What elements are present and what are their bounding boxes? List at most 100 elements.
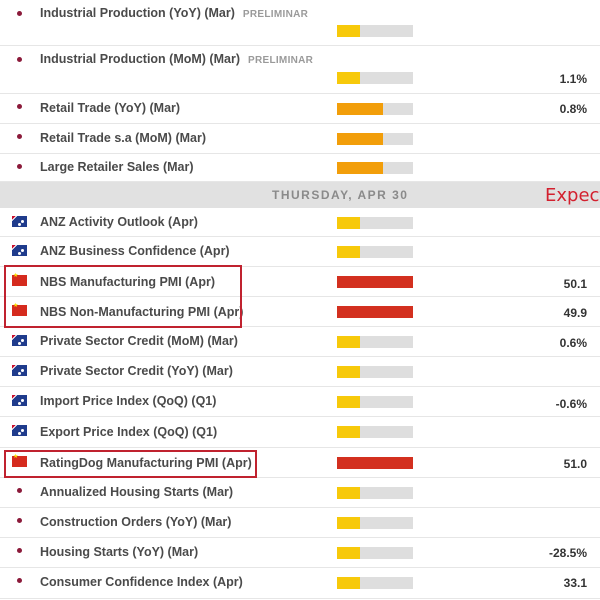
event-row[interactable]: Import Price Index (QoQ) (Q1) -0.6% [0, 387, 600, 417]
event-title: NBS Non-Manufacturing PMI (Apr) [40, 305, 244, 319]
expect-annotation: Expect [545, 185, 600, 206]
impact-bar [337, 276, 413, 288]
event-title: Retail Trade (YoY) (Mar) [40, 101, 181, 115]
event-row[interactable]: Large Retailer Sales (Mar) [0, 154, 600, 182]
event-row[interactable]: Export Price Index (QoQ) (Q1) [0, 417, 600, 448]
impact-fill-low [337, 517, 360, 529]
impact-fill-medium [337, 103, 383, 115]
event-row[interactable]: ANZ Activity Outlook (Apr) [0, 208, 600, 237]
impact-fill-high [337, 306, 413, 318]
impact-fill-low [337, 25, 360, 37]
impact-fill-high [337, 276, 413, 288]
event-title: Industrial Production (YoY) (Mar) PRELIMI… [40, 6, 308, 20]
au-flag-icon [12, 216, 27, 227]
impact-fill-low [337, 72, 360, 84]
event-title: Export Price Index (QoQ) (Q1) [40, 425, 218, 439]
impact-bar [337, 577, 413, 589]
preliminary-tag: PRELIMINAR [242, 9, 309, 20]
event-row[interactable]: ANZ Business Confidence (Apr) [0, 237, 600, 267]
event-row[interactable]: Retail Trade (YoY) (Mar) 0.8% [0, 94, 600, 124]
jp-flag-icon [12, 515, 27, 526]
highlight-box-ratingdog-pmi [4, 450, 257, 478]
impact-fill-low [337, 396, 360, 408]
impact-fill-low [337, 547, 360, 559]
au-flag-icon [12, 245, 27, 256]
jp-flag-icon [12, 575, 27, 586]
event-row[interactable]: Private Sector Credit (MoM) (Mar) 0.6% [0, 327, 600, 357]
impact-bar [337, 72, 413, 84]
event-row[interactable]: Industrial Production (YoY) (Mar) PRELIMI… [0, 0, 600, 46]
impact-bar [337, 517, 413, 529]
impact-bar [337, 547, 413, 559]
event-title: Large Retailer Sales (Mar) [40, 160, 194, 174]
event-row[interactable]: Annualized Housing Starts (Mar) [0, 478, 600, 508]
event-title: ANZ Business Confidence (Apr) [40, 244, 230, 258]
cn-flag-icon [12, 453, 27, 467]
jp-flag-icon [12, 131, 27, 142]
impact-fill-low [337, 366, 360, 378]
event-title: Retail Trade s.a (MoM) (Mar) [40, 131, 206, 145]
impact-fill-low [337, 487, 360, 499]
event-title: Construction Orders (YoY) (Mar) [40, 515, 232, 529]
impact-bar [337, 103, 413, 115]
impact-bar [337, 457, 413, 469]
impact-bar [337, 396, 413, 408]
event-title: Consumer Confidence Index (Apr) [40, 575, 243, 589]
impact-fill-low [337, 577, 360, 589]
impact-bar [337, 366, 413, 378]
event-row[interactable]: Private Sector Credit (YoY) (Mar) [0, 357, 600, 387]
cn-flag-icon [12, 272, 27, 286]
impact-fill-low [337, 246, 360, 258]
highlight-box-nbs-pmi [4, 265, 242, 328]
au-flag-icon [12, 395, 27, 406]
impact-bar [337, 336, 413, 348]
impact-bar [337, 162, 413, 174]
jp-flag-icon [12, 54, 27, 65]
impact-fill-low [337, 426, 360, 438]
jp-flag-icon [12, 161, 27, 172]
event-title: Private Sector Credit (YoY) (Mar) [40, 364, 233, 378]
event-title-text: Industrial Production (MoM) (Mar) [40, 52, 240, 66]
impact-fill-low [337, 336, 360, 348]
event-row[interactable]: Housing Starts (YoY) (Mar) -28.5% [0, 538, 600, 568]
day-header-date: THURSDAY, APR 30 [272, 188, 409, 202]
impact-fill-medium [337, 133, 383, 145]
jp-flag-icon [12, 485, 27, 496]
event-row[interactable]: RatingDog Manufacturing PMI (Apr) 51.0 [0, 448, 600, 478]
event-title: Housing Starts (YoY) (Mar) [40, 545, 199, 559]
event-title: Private Sector Credit (MoM) (Mar) [40, 334, 238, 348]
event-value: 49.9 [563, 306, 587, 320]
event-row[interactable]: Industrial Production (MoM) (Mar) PRELIMI… [0, 46, 600, 94]
event-value: -0.6% [555, 397, 587, 411]
event-value: -28.5% [548, 546, 587, 560]
event-row[interactable]: NBS Non-Manufacturing PMI (Apr) 49.9 [0, 297, 600, 327]
jp-flag-icon [12, 8, 27, 19]
impact-fill-low [337, 217, 360, 229]
day-header: THURSDAY, APR 30 Expect [0, 182, 600, 208]
jp-flag-icon [12, 545, 27, 556]
au-flag-icon [12, 425, 27, 436]
event-row[interactable]: Retail Trade s.a (MoM) (Mar) [0, 124, 600, 154]
impact-bar [337, 246, 413, 258]
impact-bar [337, 133, 413, 145]
event-row[interactable]: Consumer Confidence Index (Apr) 33.1 [0, 568, 600, 599]
event-value: 0.6% [559, 336, 587, 350]
impact-bar [337, 487, 413, 499]
au-flag-icon [12, 365, 27, 376]
au-flag-icon [12, 335, 27, 346]
event-row[interactable]: NBS Manufacturing PMI (Apr) 50.1 [0, 267, 600, 297]
event-value: 50.1 [563, 277, 587, 291]
event-title: NBS Manufacturing PMI (Apr) [40, 275, 215, 289]
event-row[interactable]: Construction Orders (YoY) (Mar) [0, 508, 600, 538]
event-title: Import Price Index (QoQ) (Q1) [40, 394, 217, 408]
event-value: 0.8% [559, 102, 587, 116]
preliminary-tag: PRELIMINAR [247, 55, 314, 66]
impact-bar [337, 25, 413, 37]
event-value: 51.0 [563, 457, 587, 471]
event-value: 1.1% [559, 72, 587, 86]
event-value: 33.1 [563, 576, 587, 590]
impact-fill-high [337, 457, 413, 469]
impact-fill-medium [337, 162, 383, 174]
cn-flag-icon [12, 302, 27, 316]
impact-bar [337, 217, 413, 229]
